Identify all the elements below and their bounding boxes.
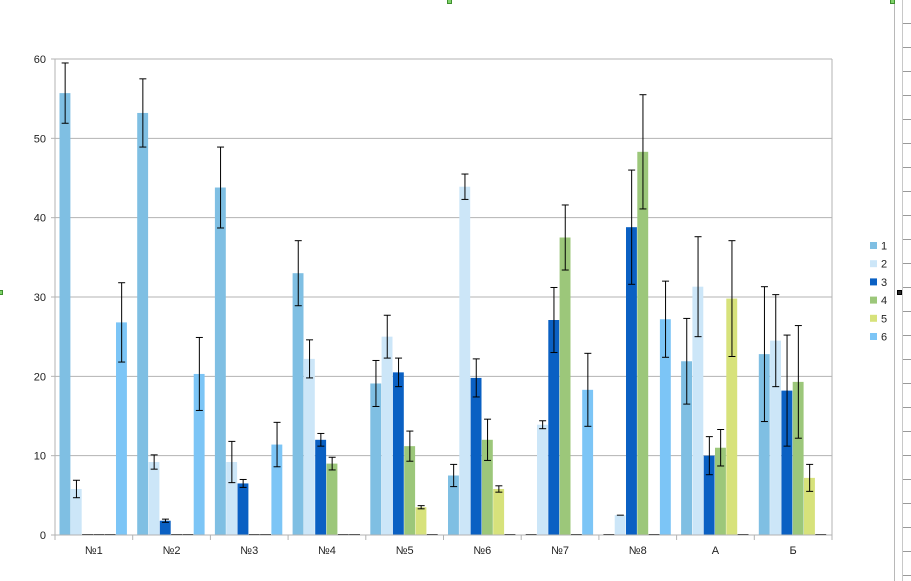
x-tick-label: №7 — [551, 545, 569, 557]
bar-series-4 — [559, 237, 571, 535]
bar-series-2 — [70, 488, 82, 535]
selection-handle-top[interactable] — [447, 0, 452, 4]
bar-series-3 — [159, 520, 171, 535]
x-tick-labels: №1 №2 №3 №4 №5 №6 №7 №8 А Б — [85, 545, 797, 557]
bar-series-4 — [481, 439, 493, 535]
error-bars — [61, 62, 814, 523]
bar-series-2 — [148, 462, 160, 535]
gridlines — [55, 58, 832, 457]
bar-series-1 — [370, 383, 382, 535]
bar-series-2 — [537, 424, 548, 535]
bar-series-3 — [315, 439, 327, 535]
bar-series-6 — [271, 444, 283, 535]
selection-handle-left[interactable] — [0, 290, 3, 295]
bar-series-6 — [582, 389, 594, 535]
bar-series-2 — [614, 515, 626, 535]
bar-series-6 — [193, 373, 205, 535]
bars — [59, 93, 827, 536]
x-tick-label: А — [712, 545, 720, 557]
legend: 1 2 3 4 5 6 — [870, 241, 887, 344]
legend-swatch-6 — [870, 333, 877, 340]
legend-label: 1 — [881, 241, 887, 253]
bar-series-3 — [392, 372, 404, 535]
bar-series-2 — [226, 462, 238, 535]
legend-label: 6 — [881, 332, 887, 344]
bar-series-2 — [381, 336, 393, 535]
bar-series-4 — [326, 463, 338, 535]
legend-label: 5 — [881, 313, 887, 325]
bar-series-5 — [415, 507, 427, 535]
bar-series-5 — [804, 477, 815, 535]
bar-series-2 — [303, 358, 315, 535]
x-tick-label: №6 — [473, 545, 491, 557]
x-tick-label: №2 — [163, 545, 181, 557]
bar-series-3 — [237, 483, 249, 535]
x-tick-label: Б — [790, 545, 797, 557]
x-tick-label: №8 — [629, 545, 647, 557]
bar-series-3 — [781, 390, 793, 535]
legend-label: 3 — [881, 277, 887, 289]
x-tick-label: №4 — [318, 545, 336, 557]
bar-series-1 — [59, 93, 71, 535]
bar-series-5 — [493, 488, 505, 535]
bar-series-3 — [548, 320, 560, 535]
y-tick-label: 0 — [40, 530, 46, 542]
bar-series-2 — [770, 340, 781, 535]
y-tick-label: 30 — [34, 292, 46, 304]
bar-series-1 — [292, 273, 304, 535]
legend-swatch-5 — [870, 314, 877, 322]
legend-swatch-4 — [870, 296, 877, 304]
bar-series-2 — [692, 286, 704, 535]
x-tick-label: №3 — [240, 545, 258, 557]
bar-series-3 — [703, 455, 715, 535]
legend-label: 2 — [881, 259, 887, 271]
legend-swatch-2 — [870, 260, 877, 268]
bar-series-4 — [715, 447, 726, 535]
bar-series-5 — [726, 298, 738, 535]
selection-handle-top-right[interactable] — [890, 0, 895, 4]
bar-series-1 — [137, 112, 149, 536]
y-tick-labels: 0 10 20 30 40 50 60 — [34, 54, 46, 542]
bar-series-4 — [637, 151, 649, 535]
bar-series-6 — [116, 322, 127, 535]
bar-series-1 — [214, 187, 226, 535]
bar-series-4 — [404, 446, 416, 535]
legend-swatch-1 — [870, 242, 877, 249]
bar-series-3 — [626, 227, 637, 536]
side-ruler — [902, 0, 911, 581]
bar-series-1 — [758, 354, 770, 535]
bar-series-3 — [470, 377, 482, 535]
bar-series-2 — [459, 186, 471, 535]
y-tick-label: 60 — [34, 54, 46, 66]
y-tick-label: 10 — [34, 451, 46, 463]
y-tick-label: 50 — [34, 133, 46, 145]
bar-series-1 — [681, 361, 692, 535]
x-tick-label: №5 — [396, 545, 414, 557]
bar-series-4 — [792, 381, 804, 535]
bar-series-1 — [448, 475, 459, 535]
y-tick-label: 40 — [34, 213, 46, 225]
x-tick-label: №1 — [85, 545, 103, 557]
legend-swatch-3 — [870, 278, 877, 286]
bar-series-6 — [659, 319, 671, 535]
y-tick-label: 20 — [34, 371, 46, 383]
legend-label: 4 — [881, 295, 887, 307]
selection-handle-right[interactable] — [897, 290, 902, 295]
axes — [51, 58, 833, 540]
